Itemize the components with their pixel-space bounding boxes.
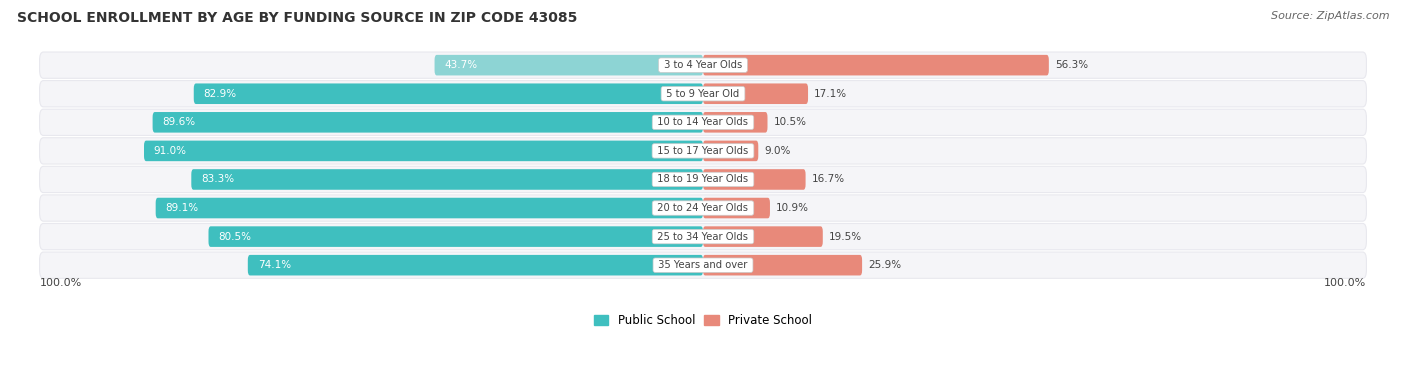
FancyBboxPatch shape (39, 52, 1367, 78)
Text: 89.1%: 89.1% (166, 203, 198, 213)
FancyBboxPatch shape (39, 224, 1367, 250)
Text: 35 Years and over: 35 Years and over (655, 260, 751, 270)
FancyBboxPatch shape (703, 255, 862, 276)
FancyBboxPatch shape (143, 141, 703, 161)
Text: 74.1%: 74.1% (257, 260, 291, 270)
Text: 18 to 19 Year Olds: 18 to 19 Year Olds (654, 175, 752, 184)
Text: 43.7%: 43.7% (444, 60, 478, 70)
Text: 89.6%: 89.6% (163, 117, 195, 127)
Text: 10.5%: 10.5% (773, 117, 807, 127)
Text: 56.3%: 56.3% (1054, 60, 1088, 70)
FancyBboxPatch shape (247, 255, 703, 276)
FancyBboxPatch shape (39, 109, 1367, 135)
FancyBboxPatch shape (703, 83, 808, 104)
FancyBboxPatch shape (39, 252, 1367, 278)
Text: SCHOOL ENROLLMENT BY AGE BY FUNDING SOURCE IN ZIP CODE 43085: SCHOOL ENROLLMENT BY AGE BY FUNDING SOUR… (17, 11, 578, 25)
Text: 82.9%: 82.9% (204, 89, 236, 99)
Text: 20 to 24 Year Olds: 20 to 24 Year Olds (654, 203, 752, 213)
FancyBboxPatch shape (39, 138, 1367, 164)
Text: Source: ZipAtlas.com: Source: ZipAtlas.com (1271, 11, 1389, 21)
Text: 17.1%: 17.1% (814, 89, 848, 99)
Text: 16.7%: 16.7% (811, 175, 845, 184)
FancyBboxPatch shape (39, 81, 1367, 107)
FancyBboxPatch shape (39, 166, 1367, 193)
FancyBboxPatch shape (194, 83, 703, 104)
Text: 25 to 34 Year Olds: 25 to 34 Year Olds (654, 231, 752, 242)
Legend: Public School, Private School: Public School, Private School (589, 310, 817, 332)
Text: 100.0%: 100.0% (39, 278, 82, 288)
Text: 80.5%: 80.5% (218, 231, 252, 242)
FancyBboxPatch shape (208, 226, 703, 247)
Text: 91.0%: 91.0% (153, 146, 187, 156)
Text: 100.0%: 100.0% (1324, 278, 1367, 288)
Text: 10 to 14 Year Olds: 10 to 14 Year Olds (654, 117, 752, 127)
Text: 9.0%: 9.0% (765, 146, 790, 156)
FancyBboxPatch shape (703, 169, 806, 190)
Text: 19.5%: 19.5% (830, 231, 862, 242)
FancyBboxPatch shape (703, 141, 758, 161)
Text: 25.9%: 25.9% (869, 260, 901, 270)
FancyBboxPatch shape (703, 198, 770, 218)
FancyBboxPatch shape (703, 55, 1049, 75)
FancyBboxPatch shape (703, 112, 768, 133)
Text: 10.9%: 10.9% (776, 203, 808, 213)
FancyBboxPatch shape (39, 195, 1367, 221)
Text: 5 to 9 Year Old: 5 to 9 Year Old (664, 89, 742, 99)
Text: 15 to 17 Year Olds: 15 to 17 Year Olds (654, 146, 752, 156)
Text: 83.3%: 83.3% (201, 175, 235, 184)
FancyBboxPatch shape (703, 226, 823, 247)
FancyBboxPatch shape (153, 112, 703, 133)
Text: 3 to 4 Year Olds: 3 to 4 Year Olds (661, 60, 745, 70)
FancyBboxPatch shape (156, 198, 703, 218)
FancyBboxPatch shape (191, 169, 703, 190)
FancyBboxPatch shape (434, 55, 703, 75)
